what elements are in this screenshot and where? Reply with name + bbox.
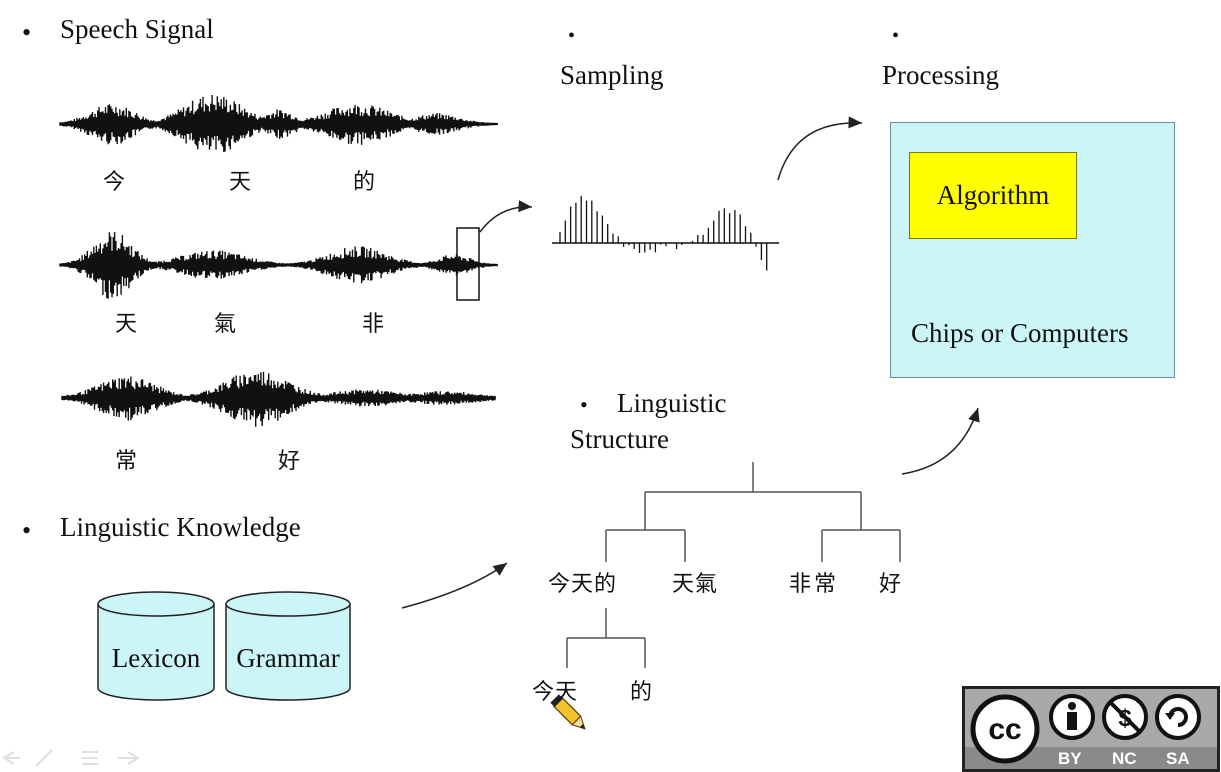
algorithm-box: Algorithm [909,152,1077,239]
tree-word: 今天的 [548,572,618,597]
nc-label: NC [1112,749,1137,768]
grammar-label: Grammar [236,643,340,673]
lexicon-label: Lexicon [111,643,201,673]
cc-icon [970,694,1040,764]
lexicon-cylinder [97,591,215,701]
bullet: • [22,18,32,47]
sampling-label: Sampling [560,60,664,90]
menu-icon[interactable] [82,751,98,765]
cc-license-badge: cc $ BY NC SA [962,686,1220,772]
bullet: • [892,25,900,47]
forward-icon[interactable] [118,751,140,765]
waveform-3-char: 常 [115,449,138,474]
waveform-3 [61,371,496,427]
bullet: • [568,25,576,47]
by-label: BY [1058,749,1082,768]
linguistic-structure-label-line2: Structure [570,424,669,454]
tree-word: 天氣 [672,572,719,597]
arrow-to-sampling [479,200,533,233]
waveform-1-char: 今 [103,170,126,195]
waveform-1-char: 的 [353,170,376,195]
slideshow-controls [2,749,140,767]
sa-icon [1155,694,1201,740]
sa-label: SA [1166,749,1190,768]
arrow-structure-to-processing [901,407,980,475]
parse-tree-lines [566,462,901,668]
waveform-1-char: 天 [229,170,252,195]
waveform-3-char: 好 [278,449,301,474]
grammar-cylinder [225,591,351,701]
waveform-2-char: 氣 [214,312,237,337]
processing-label: Processing [882,60,999,90]
algorithm-label: Algorithm [936,180,1050,210]
waveform-1 [59,95,498,152]
pen-icon[interactable] [35,749,53,767]
arrow-to-processing [777,116,863,181]
linguistic-structure-label-line1: Linguistic [617,388,727,418]
tree-word: 好 [879,572,902,597]
speech-signal-label: Speech Signal [60,14,214,44]
sampled-signal [552,195,779,271]
arrow-to-structure [401,562,508,609]
tree-word: 的 [630,680,653,705]
sample-window [456,227,480,301]
cc-text: cc [988,713,1021,746]
waveform-2-char: 非 [362,312,385,337]
back-icon[interactable] [2,751,20,765]
bullet: • [22,516,32,545]
bullet: • [580,392,588,417]
chips-computers-label: Chips or Computers [911,318,1129,348]
tree-word: 非常 [789,572,840,597]
linguistic-knowledge-label: Linguistic Knowledge [60,512,301,542]
pencil-icon[interactable] [550,694,589,733]
waveform-2-char: 天 [115,312,138,337]
tree-word: 今天 [532,680,579,705]
waveform-2 [59,232,498,299]
